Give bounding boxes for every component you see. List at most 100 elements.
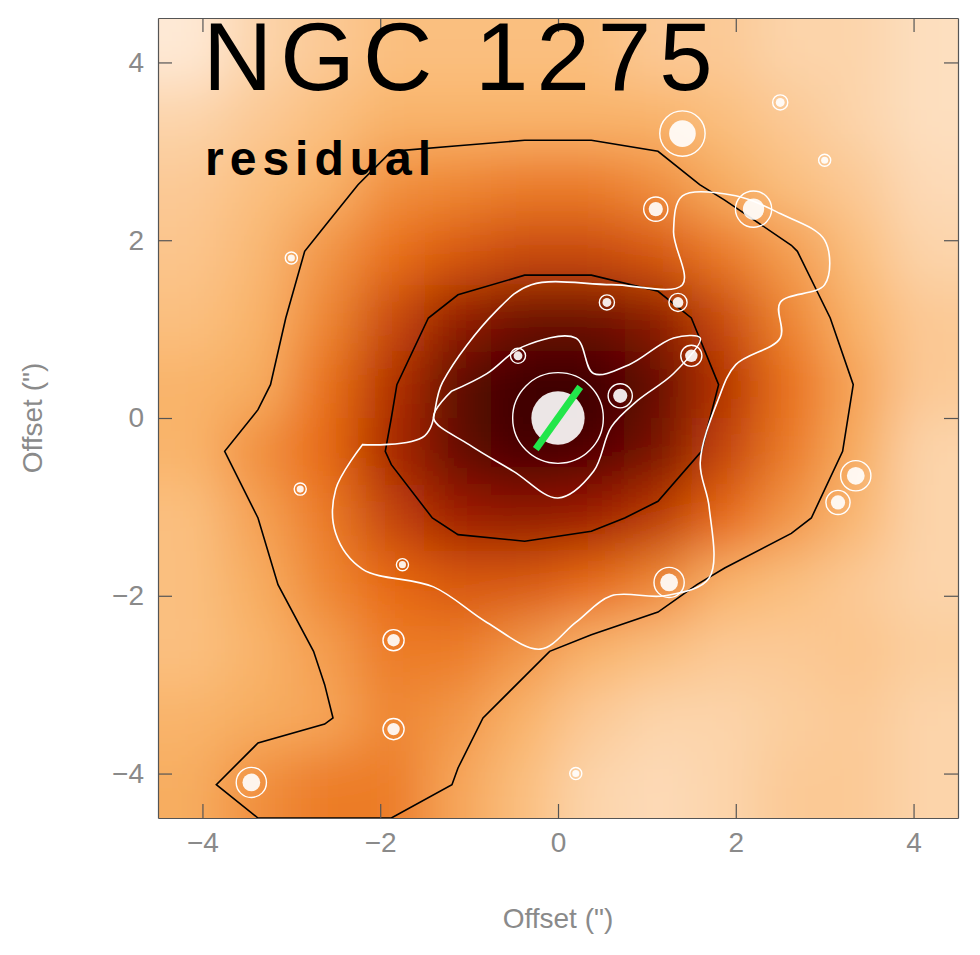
source-core [847,467,865,485]
heatmap-cell [225,618,293,686]
heatmap-cell [625,618,693,686]
tick-label: −2 [112,580,144,611]
tick: −4 [187,804,219,858]
plot-area [158,18,958,818]
tick-mark [944,773,958,774]
source-ring [510,348,525,363]
source-core [297,486,304,493]
source-ring [599,295,614,310]
tick-mark [158,418,172,419]
heatmap-cell [158,551,226,619]
white-contour [433,335,700,498]
heatmap-cell [825,751,893,818]
y-axis-right [944,19,959,819]
heatmap-cell [225,551,293,619]
heatmap-cell [225,285,293,353]
source-ring [570,768,582,780]
source-core [399,561,406,568]
tick-mark [913,804,914,818]
heatmap-cell [225,418,293,486]
heatmap-cell [158,485,226,553]
source-core [669,120,696,147]
heatmap-cell [625,751,693,818]
heatmap-cell [358,685,426,753]
tick-mark [158,773,172,774]
heatmap-cell [758,751,826,818]
source-ring [773,95,788,110]
heatmap-cell [491,551,559,619]
source [513,373,604,464]
tick-mark [944,62,958,63]
source-core [242,774,260,792]
heatmap-cell [758,285,826,353]
heatmap-cell [691,751,759,818]
tick: 0 [128,402,172,433]
tick-label: 2 [728,827,744,858]
heatmap-cell [891,551,958,619]
heatmap-cell [758,351,826,419]
heatmap-cell [291,351,359,419]
tick [914,18,915,32]
heatmap-cell [358,751,426,818]
axis-line [159,818,959,819]
tick [944,62,958,63]
heatmap-cell [425,618,493,686]
heatmap-cell [158,285,226,353]
heatmap-cell [891,418,958,486]
heatmap-cell [758,551,826,619]
heatmap-cell [691,618,759,686]
white-contours [333,191,830,649]
source-ring [383,630,404,651]
heatmap-cell [758,485,826,553]
source-core [288,254,295,261]
heatmap-cell [691,351,759,419]
heatmap-cell [625,685,693,753]
heatmap-cell [358,418,426,486]
source [644,197,668,221]
source-core [685,350,697,362]
source [826,490,850,514]
source-ring [669,293,687,311]
heatmap-cell [691,485,759,553]
heatmap-cell [825,418,893,486]
heatmap-cell [825,285,893,353]
heatmap-cell [291,418,359,486]
source-core [602,298,611,307]
heatmap-cell [291,285,359,353]
tick: 4 [906,804,922,858]
source [285,252,297,264]
source [608,384,632,408]
heatmap-cell [558,285,626,353]
source-core [821,157,828,164]
source-core [387,723,399,735]
source-ring [513,373,604,464]
source [236,767,266,797]
heatmap-cell [691,218,759,286]
tick [944,240,958,241]
heatmap-cell [758,151,826,219]
heatmap-cell [491,285,559,353]
tick-label: 4 [128,47,144,78]
heatmap-cell [225,218,293,286]
heatmap-cell [825,85,893,153]
tick-mark [158,62,172,63]
heatmap-cell [158,685,226,753]
source-ring [819,154,831,166]
source [570,768,582,780]
source-ring [841,461,871,491]
heatmap-cell [158,351,226,419]
tick-label: −4 [112,758,144,789]
heatmap-cell [291,551,359,619]
source-core [649,202,663,216]
source [681,345,702,366]
source-ring [660,111,705,156]
heatmap-cell [358,618,426,686]
source-core [743,198,764,219]
heatmap [158,18,958,818]
source [396,559,408,571]
heatmap-cell [558,685,626,753]
heatmap-cell [891,751,958,818]
heatmap-cell [158,218,226,286]
heatmap-cell [891,351,958,419]
heatmap-cell [491,151,559,219]
